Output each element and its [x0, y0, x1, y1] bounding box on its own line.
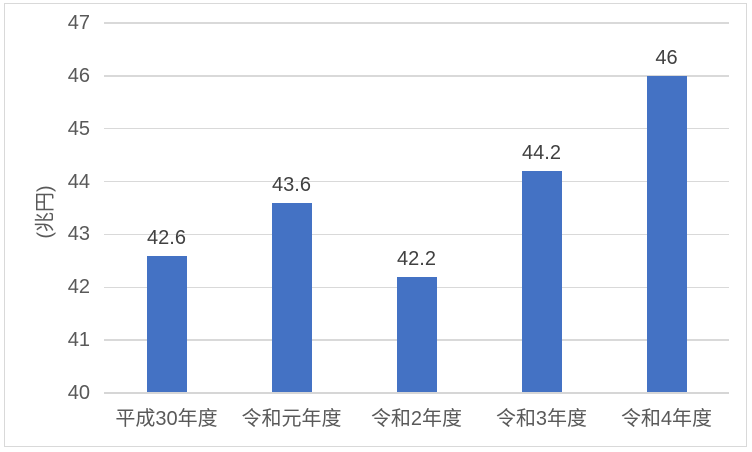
chart-border	[4, 3, 747, 447]
data-label-令和元年度: 43.6	[272, 173, 311, 196]
data-label-令和3年度: 44.2	[522, 142, 561, 164]
bar-平成30年度	[146, 255, 187, 392]
gridline-43	[104, 233, 729, 236]
x-tick-label-令和4年度: 令和4年度	[620, 408, 713, 430]
x-tick-label-令和3年度: 令和3年度	[495, 408, 588, 430]
y-tick-label-44: 44	[67, 170, 90, 193]
x-tick-label-令和元年度: 令和元年度	[241, 408, 342, 430]
y-tick-label-43: 43	[67, 223, 90, 246]
x-axis-line	[104, 392, 729, 394]
bar-令和3年度	[521, 171, 562, 392]
data-label-令和2年度: 42.2	[397, 247, 436, 270]
y-axis-title: (兆円)	[34, 185, 57, 239]
data-label-令和4年度: 46	[655, 46, 678, 69]
bar-令和2年度	[396, 276, 437, 392]
y-tick-label-47: 47	[67, 12, 90, 34]
y-tick-label-42: 42	[67, 276, 90, 299]
bar-令和元年度	[271, 202, 312, 392]
x-tick-label-令和2年度: 令和2年度	[370, 408, 463, 430]
y-tick-label-46: 46	[67, 64, 90, 87]
data-label-平成30年度: 42.6	[147, 226, 186, 249]
y-tick-label-45: 45	[67, 117, 90, 140]
y-tick-label-41: 41	[67, 329, 90, 352]
gridline-47	[104, 22, 729, 24]
gridline-44	[104, 180, 729, 183]
bar-令和4年度	[646, 75, 687, 392]
gridline-45	[104, 127, 729, 130]
x-tick-label-平成30年度: 平成30年度	[115, 408, 218, 430]
gridline-46	[104, 75, 729, 77]
y-tick-label-40: 40	[67, 382, 90, 404]
